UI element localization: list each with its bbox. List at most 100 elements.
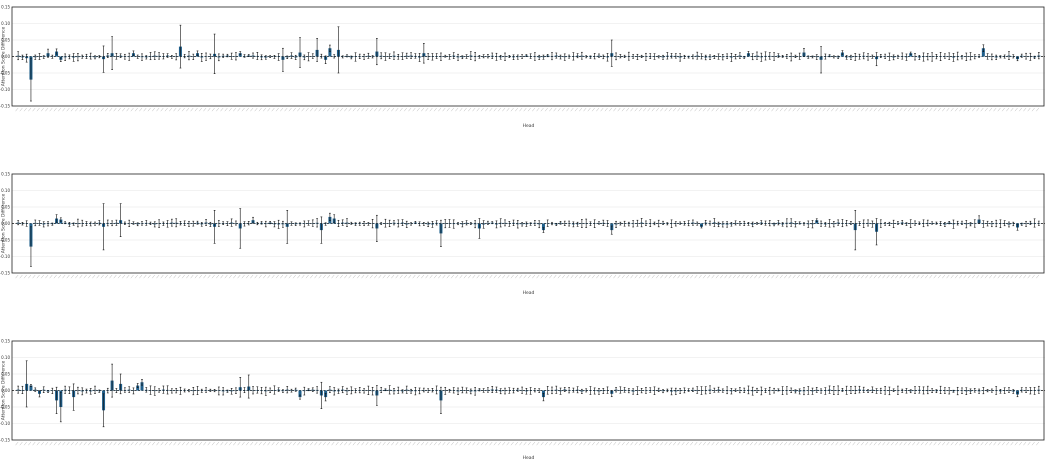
x-tick-label <box>685 274 689 279</box>
x-tick-label <box>997 107 1001 112</box>
x-tick-label <box>886 441 890 446</box>
x-tick-label <box>997 441 1001 446</box>
x-tick-label <box>36 107 40 112</box>
x-tick-label <box>942 441 946 446</box>
x-tick-label <box>570 274 574 279</box>
x-tick-label <box>865 441 869 446</box>
x-tick-label <box>1031 107 1035 112</box>
x-tick-label <box>156 274 160 279</box>
x-tick-label <box>621 274 625 279</box>
y-tick-label: 0.05 <box>1 371 10 376</box>
x-tick-label <box>250 107 254 112</box>
x-tick-label <box>438 441 442 446</box>
x-tick-label <box>105 441 108 446</box>
x-tick-label <box>621 107 625 112</box>
x-tick-label <box>963 274 967 279</box>
x-tick-label <box>476 441 480 446</box>
x-tick-label <box>186 441 190 446</box>
x-tick-label <box>293 441 296 446</box>
x-tick-label <box>476 107 480 112</box>
x-tick-label <box>1027 107 1031 112</box>
x-tick-label <box>980 107 984 112</box>
x-tick-label <box>886 274 890 279</box>
y-tick-label: −0.15 <box>0 437 10 442</box>
x-tick-label <box>45 107 49 112</box>
x-tick-label <box>510 107 514 112</box>
x-tick-label <box>557 107 561 112</box>
x-tick-label <box>147 274 151 279</box>
x-tick-label <box>933 107 937 112</box>
x-tick-label <box>23 274 27 279</box>
x-tick-label <box>28 274 32 279</box>
x-tick-label <box>942 274 946 279</box>
x-tick-label <box>903 441 907 446</box>
x-tick-label <box>263 107 266 112</box>
x-tick-label <box>1031 441 1035 446</box>
x-tick-label <box>335 441 339 446</box>
x-tick-label <box>293 107 296 112</box>
x-tick-label <box>143 441 147 446</box>
x-tick-label <box>873 441 877 446</box>
x-tick-label <box>856 274 860 279</box>
x-tick-label <box>613 107 617 112</box>
x-tick-label <box>754 107 758 112</box>
x-tick-label <box>369 441 373 446</box>
x-tick-label <box>980 274 984 279</box>
x-tick-label <box>745 441 749 446</box>
x-tick-label <box>562 441 565 446</box>
x-tick-label <box>861 107 864 112</box>
x-tick-label <box>1014 107 1018 112</box>
x-tick-label <box>583 107 587 112</box>
x-tick-label <box>331 274 335 279</box>
x-tick-label <box>203 441 207 446</box>
x-tick-label <box>438 107 442 112</box>
x-tick-label <box>762 274 766 279</box>
x-tick-label <box>989 107 993 112</box>
x-tick-label <box>715 107 719 112</box>
x-tick-label <box>181 274 185 279</box>
x-tick-label <box>19 107 23 112</box>
x-tick-label <box>579 441 583 446</box>
x-tick-label <box>980 441 984 446</box>
x-tick-label <box>805 107 809 112</box>
x-tick-label <box>32 274 36 279</box>
x-tick-label <box>591 107 595 112</box>
x-tick-label <box>587 107 591 112</box>
x-tick-label <box>489 441 493 446</box>
y-tick-label: 0.00 <box>1 54 10 59</box>
x-tick-label <box>591 441 595 446</box>
x-tick-label <box>451 107 454 112</box>
x-tick-label <box>382 441 386 446</box>
x-tick-label <box>109 107 113 112</box>
x-tick-label <box>254 107 258 112</box>
x-tick-label <box>724 107 728 112</box>
x-tick-label <box>668 107 672 112</box>
x-tick-label <box>216 441 220 446</box>
x-tick-label <box>668 441 672 446</box>
x-tick-label <box>673 274 676 279</box>
x-tick-label <box>177 441 181 446</box>
x-tick-label <box>122 274 126 279</box>
x-tick-label <box>912 107 916 112</box>
x-tick-label <box>890 441 894 446</box>
x-tick-label <box>122 107 126 112</box>
x-tick-label <box>352 107 356 112</box>
x-tick-label <box>972 441 975 446</box>
x-tick-label <box>15 107 19 112</box>
x-tick-label <box>959 441 963 446</box>
x-tick-label <box>544 107 548 112</box>
x-tick-label <box>271 441 275 446</box>
x-tick-label <box>690 274 694 279</box>
x-tick-label <box>361 107 365 112</box>
x-tick-label <box>1023 274 1027 279</box>
x-tick-label <box>113 441 117 446</box>
x-tick-label <box>882 441 886 446</box>
x-tick-label <box>613 274 617 279</box>
x-tick-label <box>767 441 770 446</box>
x-tick-label <box>656 107 659 112</box>
x-tick-label <box>745 107 749 112</box>
x-tick-label <box>130 107 134 112</box>
x-tick-label <box>143 274 147 279</box>
x-tick-label <box>386 107 390 112</box>
x-tick-label <box>749 441 753 446</box>
